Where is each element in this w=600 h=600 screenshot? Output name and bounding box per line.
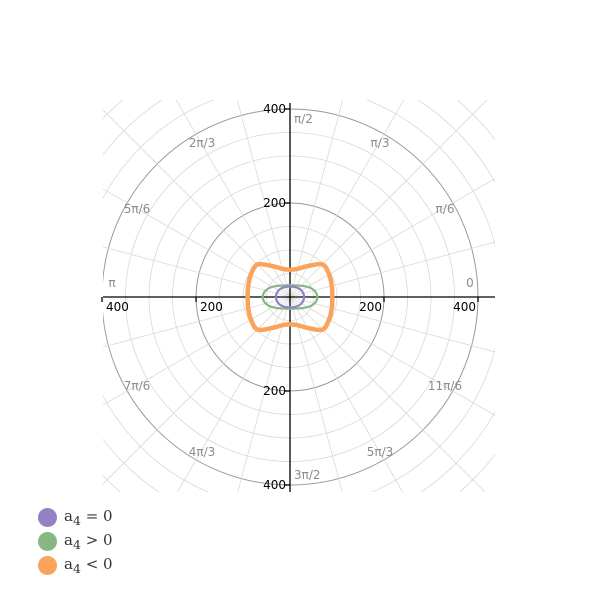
grid-spoke [237, 296, 291, 492]
curves [245, 261, 335, 333]
angle-label: 0 [466, 276, 474, 290]
grid-spoke [289, 178, 495, 298]
grid-spoke [289, 296, 404, 492]
legend-item-a4-greater-zero: a4 > 0 [38, 529, 113, 553]
labels: 200 200 200 200 400 400 400 400 0 π/6 π/3 π/2 2π/3 5π… [106, 102, 476, 492]
grid-spoke [289, 100, 405, 298]
angle-label: 2π/3 [189, 136, 216, 150]
grid-spoke [289, 241, 495, 298]
x-tick-label-right: 400 [453, 300, 476, 314]
angle-label: 4π/3 [189, 445, 216, 459]
grid-spoke [289, 296, 495, 353]
grid-spoke [103, 296, 291, 348]
legend-label: a4 = 0 [64, 506, 113, 528]
legend-label: a4 < 0 [64, 554, 113, 576]
y-tick-label-bottom: 200 [263, 384, 286, 398]
legend-swatch [38, 555, 57, 575]
grid-spoke [176, 296, 291, 492]
grid-spoke [103, 109, 291, 298]
angle-label: 3π/2 [294, 468, 321, 482]
series-curve-0 [274, 285, 306, 309]
legend-swatch [38, 531, 57, 551]
grid-spoke [289, 100, 488, 298]
grid-spoke [103, 246, 291, 298]
legend-item-a4-equal-zero: a4 = 0 [38, 505, 113, 529]
angle-label: π/3 [371, 136, 390, 150]
grid-spoke [103, 296, 291, 406]
legend-swatch [38, 507, 57, 527]
x-tick-label-right: 200 [359, 300, 382, 314]
angle-label: π/6 [436, 202, 455, 216]
y-tick-label-top: 200 [263, 196, 286, 210]
angle-label: 11π/6 [428, 379, 462, 393]
legend-item-a4-less-zero: a4 < 0 [38, 553, 113, 577]
x-tick-label-left: 400 [106, 300, 129, 314]
series-curve-1 [261, 284, 319, 310]
grid-spoke [289, 100, 344, 298]
grid-spoke [289, 296, 486, 492]
legend: a4 = 0 a4 > 0 a4 < 0 [38, 505, 113, 577]
axes [101, 103, 495, 492]
angle-label: 7π/6 [124, 379, 151, 393]
grid-spoke [175, 100, 291, 298]
grid-spoke [236, 100, 291, 298]
x-tick-label-left: 200 [200, 300, 223, 314]
angle-label: π/2 [294, 112, 313, 126]
polar-grid [103, 100, 495, 492]
angle-label: 5π/3 [367, 445, 394, 459]
y-tick-label-bottom: 400 [263, 478, 286, 492]
grid-spoke [289, 296, 343, 492]
angle-label: 5π/6 [124, 202, 151, 216]
grid-spoke [103, 296, 291, 485]
y-tick-label-top: 400 [263, 102, 286, 116]
legend-label: a4 > 0 [64, 530, 113, 552]
grid-spoke [289, 296, 495, 416]
angle-label: π [108, 276, 115, 290]
polar-chart: 200 200 200 200 400 400 400 400 0 π/6 π/3 π/2 2π/3 5π… [101, 100, 495, 492]
series-curve-2 [245, 261, 335, 333]
grid-spoke [103, 188, 291, 298]
